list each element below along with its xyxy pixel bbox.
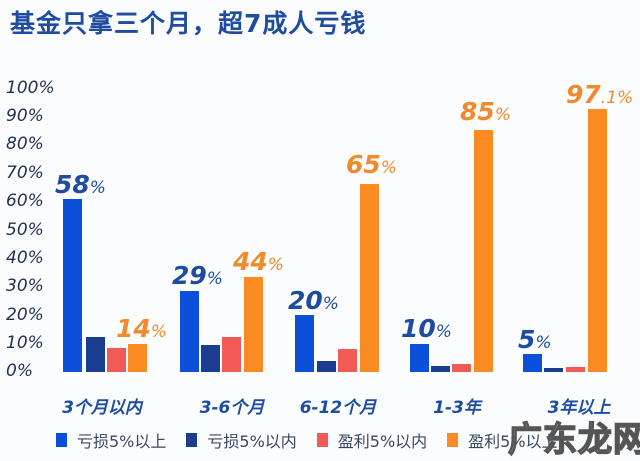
value-label-g5-orange: 97.1% <box>566 80 634 109</box>
y-tick-0: 0% <box>6 361 33 381</box>
legend-item-loss-within5: 亏损5%以内 <box>186 428 297 452</box>
y-tick-20: 20% <box>6 305 44 325</box>
legend-item-profit-within5: 盈利5%以内 <box>316 428 427 452</box>
bar-g2-loss-within5 <box>201 345 220 372</box>
category-label-4: 3年以上 <box>547 398 611 418</box>
value-label-g4-blue: 10% <box>401 314 452 343</box>
y-tick-100: 100% <box>6 78 55 98</box>
bar-g5-profit-over5 <box>588 109 607 372</box>
y-tick-10: 10% <box>6 333 44 353</box>
bar-g1-loss-over5 <box>63 199 82 372</box>
value-label-g5-blue: 5% <box>518 325 552 354</box>
bar-g5-profit-within5 <box>566 367 585 372</box>
value-label-g1-orange: 14% <box>116 314 167 343</box>
value-label-g2-blue: 29% <box>172 261 223 290</box>
legend-swatch-icon <box>186 433 198 447</box>
bar-g4-profit-over5 <box>474 130 493 372</box>
bar-g1-loss-within5 <box>86 337 105 372</box>
legend-swatch-icon <box>447 433 459 447</box>
bar-g4-loss-within5 <box>431 366 450 372</box>
bar-g2-profit-over5 <box>244 277 263 372</box>
bar-g3-loss-within5 <box>317 361 336 372</box>
bar-g3-profit-over5 <box>360 184 379 372</box>
value-label-g3-blue: 20% <box>288 286 339 315</box>
y-tick-70: 70% <box>6 163 44 183</box>
y-tick-90: 90% <box>6 106 44 126</box>
value-label-g4-orange: 85% <box>460 97 511 126</box>
legend: 亏损5%以上 亏损5%以内 盈利5%以内 盈利5%以上 <box>56 428 578 452</box>
category-label-0: 3个月以内 <box>62 398 142 418</box>
legend-swatch-icon <box>56 433 67 447</box>
value-label-g3-orange: 65% <box>346 150 397 179</box>
chart-title: 基金只拿三个月，超7成人亏钱 <box>10 9 367 38</box>
y-tick-30: 30% <box>6 276 44 296</box>
y-tick-80: 80% <box>6 134 44 154</box>
category-label-2: 6-12个月 <box>299 398 377 418</box>
category-label-3: 1-3年 <box>433 398 481 418</box>
value-label-g1-blue: 58% <box>55 170 106 199</box>
bar-g3-profit-within5 <box>338 349 357 372</box>
bar-g5-loss-within5 <box>544 368 563 372</box>
bar-g4-loss-over5 <box>410 344 429 372</box>
y-tick-40: 40% <box>6 248 44 268</box>
value-label-g2-orange: 44% <box>233 247 284 276</box>
category-label-1: 3-6个月 <box>199 398 265 418</box>
legend-item-loss-over5: 亏损5%以上 <box>56 428 166 452</box>
legend-item-profit-over5: 盈利5%以上 <box>447 428 558 452</box>
bar-g2-loss-over5 <box>180 291 199 372</box>
bar-g1-profit-within5 <box>107 348 126 372</box>
y-tick-50: 50% <box>6 220 44 240</box>
bar-g3-loss-over5 <box>295 315 314 372</box>
bar-g5-loss-over5 <box>523 354 542 372</box>
y-tick-60: 60% <box>6 191 44 211</box>
bar-g1-profit-over5 <box>128 344 147 372</box>
bar-g4-profit-within5 <box>452 364 471 372</box>
bar-g2-profit-within5 <box>222 337 241 372</box>
legend-swatch-icon <box>316 433 328 447</box>
watermark: 广东龙网 <box>507 419 640 461</box>
